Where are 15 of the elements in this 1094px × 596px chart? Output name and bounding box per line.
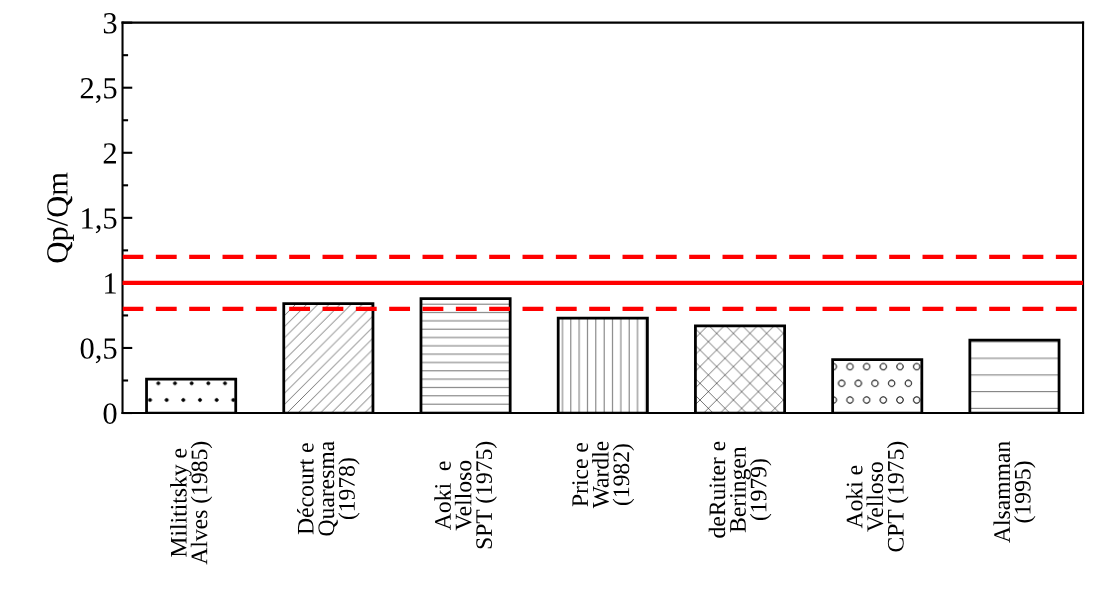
x-tick-label: Aoki e Velloso CPT (1975) [845, 441, 909, 552]
y-tick-label: 0 [103, 403, 117, 424]
y-tick-label: 1,5 [82, 208, 117, 234]
x-tick-label: Décourt e Quaresma (1978) [297, 441, 360, 536]
y-axis-title: Qp/Qm [47, 172, 74, 263]
x-tick-label: deRuiter e Beringen (1979) [708, 441, 772, 538]
x-tick-label: Alsamman (1995) [993, 441, 1036, 543]
y-tick-label: 1 [105, 273, 116, 294]
x-tick-label: Milititsky e Alves (1985) [170, 441, 213, 565]
y-tick-label: 3 [103, 13, 117, 34]
y-tick-label: 2,5 [80, 78, 117, 104]
y-tick-label: 0,5 [80, 338, 117, 364]
y-tick-label: 2 [103, 143, 116, 164]
x-tick-label: Price e Wardle (1982) [572, 441, 635, 509]
x-tick-label: Aoki e Velloso SPT (1975) [434, 441, 497, 549]
